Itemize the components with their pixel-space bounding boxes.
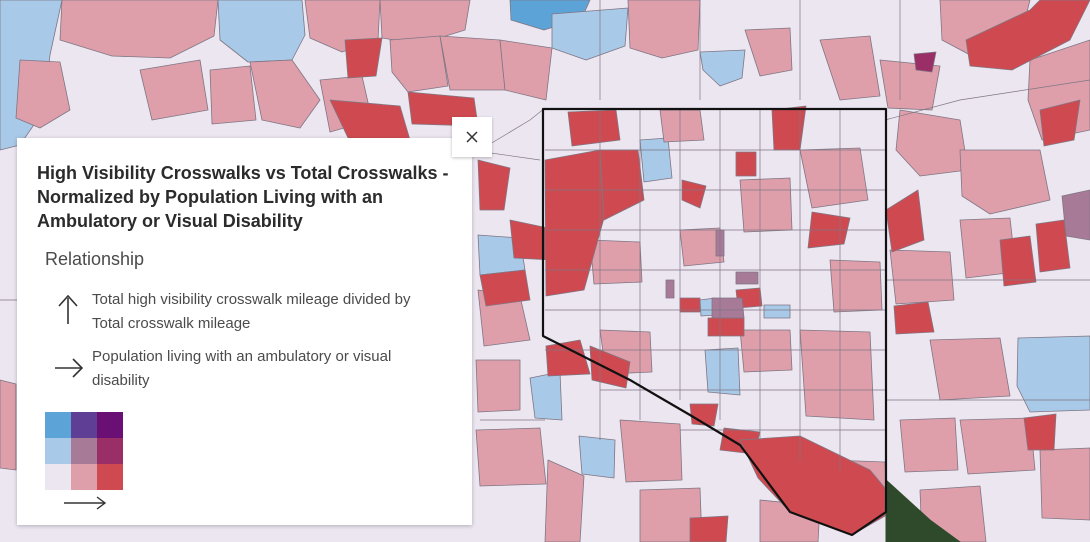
map-tract: [249, 59, 321, 129]
map-tract: [819, 35, 881, 101]
city-boundary: [541, 107, 888, 537]
map-tract: [763, 304, 791, 319]
map-tract: [578, 435, 616, 479]
map-tract: [707, 317, 745, 337]
bivariate-color-grid: [45, 412, 123, 490]
map-tract: [699, 49, 746, 87]
map-tract: [704, 347, 741, 396]
map-tract: [959, 149, 1051, 215]
map-tract: [1016, 335, 1090, 413]
map-tract: [735, 271, 759, 285]
map-tract: [499, 39, 553, 101]
legend-color-cell: [97, 438, 123, 464]
map-tract: [544, 459, 585, 542]
map-tract: [659, 109, 705, 143]
map-tract: [889, 249, 955, 305]
map-tract: [711, 297, 745, 319]
map-tract: [885, 189, 925, 253]
map-tract: [1039, 99, 1081, 147]
map-tract: [735, 151, 757, 177]
map-tract: [639, 487, 703, 542]
arrow-up-icon: [58, 294, 78, 324]
legend-subtitle: Relationship: [45, 249, 145, 269]
map-tract: [965, 0, 1090, 71]
map-tract: [799, 329, 875, 421]
map-tract: [209, 65, 257, 125]
map-tract: [439, 35, 506, 91]
legend-color-cell: [71, 438, 97, 464]
legend-panel: High Visibility Crosswalks vs Total Cros…: [17, 138, 472, 525]
map-tract: [551, 7, 629, 61]
legend-y-axis-text: Total high visibility crosswalk mileage …: [92, 291, 411, 332]
arrow-right-icon: [55, 358, 83, 378]
map-tract: [999, 235, 1037, 287]
legend-color-cell: [97, 412, 123, 438]
map-tract: [59, 0, 219, 59]
legend-x-axis-text: Population living with an ambulatory or …: [92, 348, 392, 389]
map-tract: [475, 427, 547, 487]
legend-y-axis-row: Total high visibility crosswalk mileage …: [53, 288, 433, 334]
legend-color-cell: [45, 464, 71, 490]
map-tract: [895, 109, 969, 177]
map-tract: [681, 179, 707, 209]
map-tract: [913, 51, 937, 73]
map-tract: [529, 371, 563, 421]
map-tract: [829, 259, 883, 313]
map-park: [885, 478, 961, 542]
map-tract: [545, 339, 591, 377]
legend-color-cell: [45, 438, 71, 464]
map-tract: [567, 109, 621, 147]
map-tract: [899, 417, 959, 473]
map-tract: [744, 27, 793, 77]
map-tract: [139, 59, 209, 121]
legend-title: High Visibility Crosswalks vs Total Cros…: [37, 163, 449, 231]
close-icon: [466, 131, 478, 143]
map-tract: [15, 59, 71, 129]
legend-color-cell: [45, 412, 71, 438]
map-tract: [1039, 447, 1090, 521]
map-tract: [771, 105, 807, 151]
map-tract: [627, 0, 701, 59]
map-tract: [689, 515, 729, 542]
map-tract: [589, 239, 643, 285]
map-tract: [1035, 219, 1071, 273]
map-tract: [893, 301, 935, 335]
map-tract: [799, 147, 869, 209]
legend-color-cell: [71, 464, 97, 490]
map-tract: [544, 149, 605, 297]
map-tract: [739, 329, 793, 373]
map-tract: [1023, 413, 1057, 451]
close-button[interactable]: [452, 117, 492, 157]
map-tract: [639, 137, 673, 183]
grid-arrow-right-icon: [64, 496, 107, 510]
map-tract: [665, 279, 675, 299]
map-tract: [679, 227, 725, 267]
map-tract: [389, 35, 449, 93]
legend-color-cell: [71, 412, 97, 438]
map-tract: [619, 419, 683, 483]
map-tract: [477, 159, 511, 211]
map-tract: [739, 435, 886, 536]
legend-x-axis-row: Population living with an ambulatory or …: [53, 345, 433, 391]
map-tract: [0, 379, 17, 471]
map-tract: [475, 359, 521, 413]
map-tract: [959, 417, 1036, 475]
legend-color-cell: [97, 464, 123, 490]
map-tract: [689, 403, 719, 427]
map-tract: [739, 177, 793, 233]
map-tract: [1061, 189, 1090, 241]
map-tract: [344, 37, 383, 79]
map-tract: [479, 269, 531, 307]
map-tract: [929, 337, 1011, 401]
